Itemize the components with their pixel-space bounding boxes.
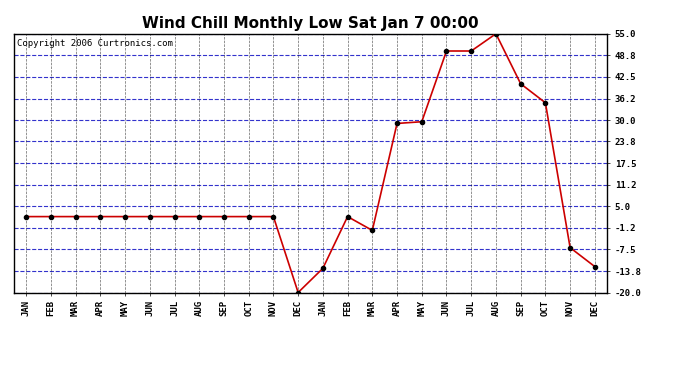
Title: Wind Chill Monthly Low Sat Jan 7 00:00: Wind Chill Monthly Low Sat Jan 7 00:00 <box>142 16 479 31</box>
Text: Copyright 2006 Curtronics.com: Copyright 2006 Curtronics.com <box>17 39 172 48</box>
